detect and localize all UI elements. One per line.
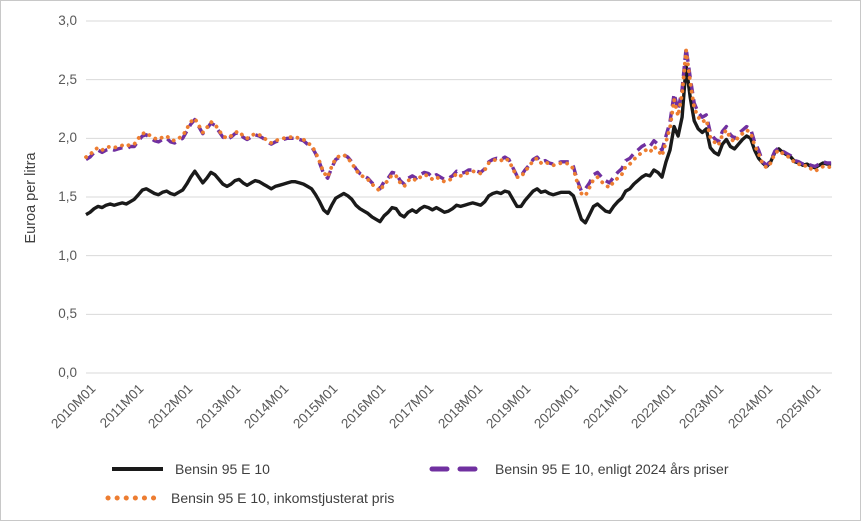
legend-marker-dashed-line: [429, 464, 486, 474]
y-tick-label: 2,0: [58, 130, 77, 146]
legend-item-nominal: Bensin 95 E 10: [109, 460, 270, 477]
legend-label-real-2024-prices: Bensin 95 E 10, enligt 2024 års priser: [495, 460, 729, 477]
series-line-income-adjusted: [84, 48, 833, 198]
legend-item-real-2024-prices: Bensin 95 E 10, enligt 2024 års priser: [429, 460, 728, 477]
y-tick-label: 2,5: [58, 71, 77, 87]
y-tick-label: 1,0: [58, 247, 77, 263]
y-tick-label: 0,5: [58, 306, 77, 322]
legend-marker-dotted-line: [105, 493, 162, 503]
y-tick-label: 1,5: [58, 189, 77, 204]
legend-marker-solid-line: [109, 464, 166, 474]
y-tick-label: 3,0: [58, 13, 77, 28]
series-line-real-2024-prices: [85, 46, 832, 193]
y-tick-label: 0,0: [58, 365, 77, 380]
legend-label-income-adjusted: Bensin 95 E 10, inkomstjusterat pris: [171, 489, 395, 506]
legend-item-income-adjusted: Bensin 95 E 10, inkomstjusterat pris: [105, 489, 394, 506]
series-line-nominal: [85, 63, 832, 225]
legend-label-nominal: Bensin 95 E 10: [175, 460, 270, 477]
